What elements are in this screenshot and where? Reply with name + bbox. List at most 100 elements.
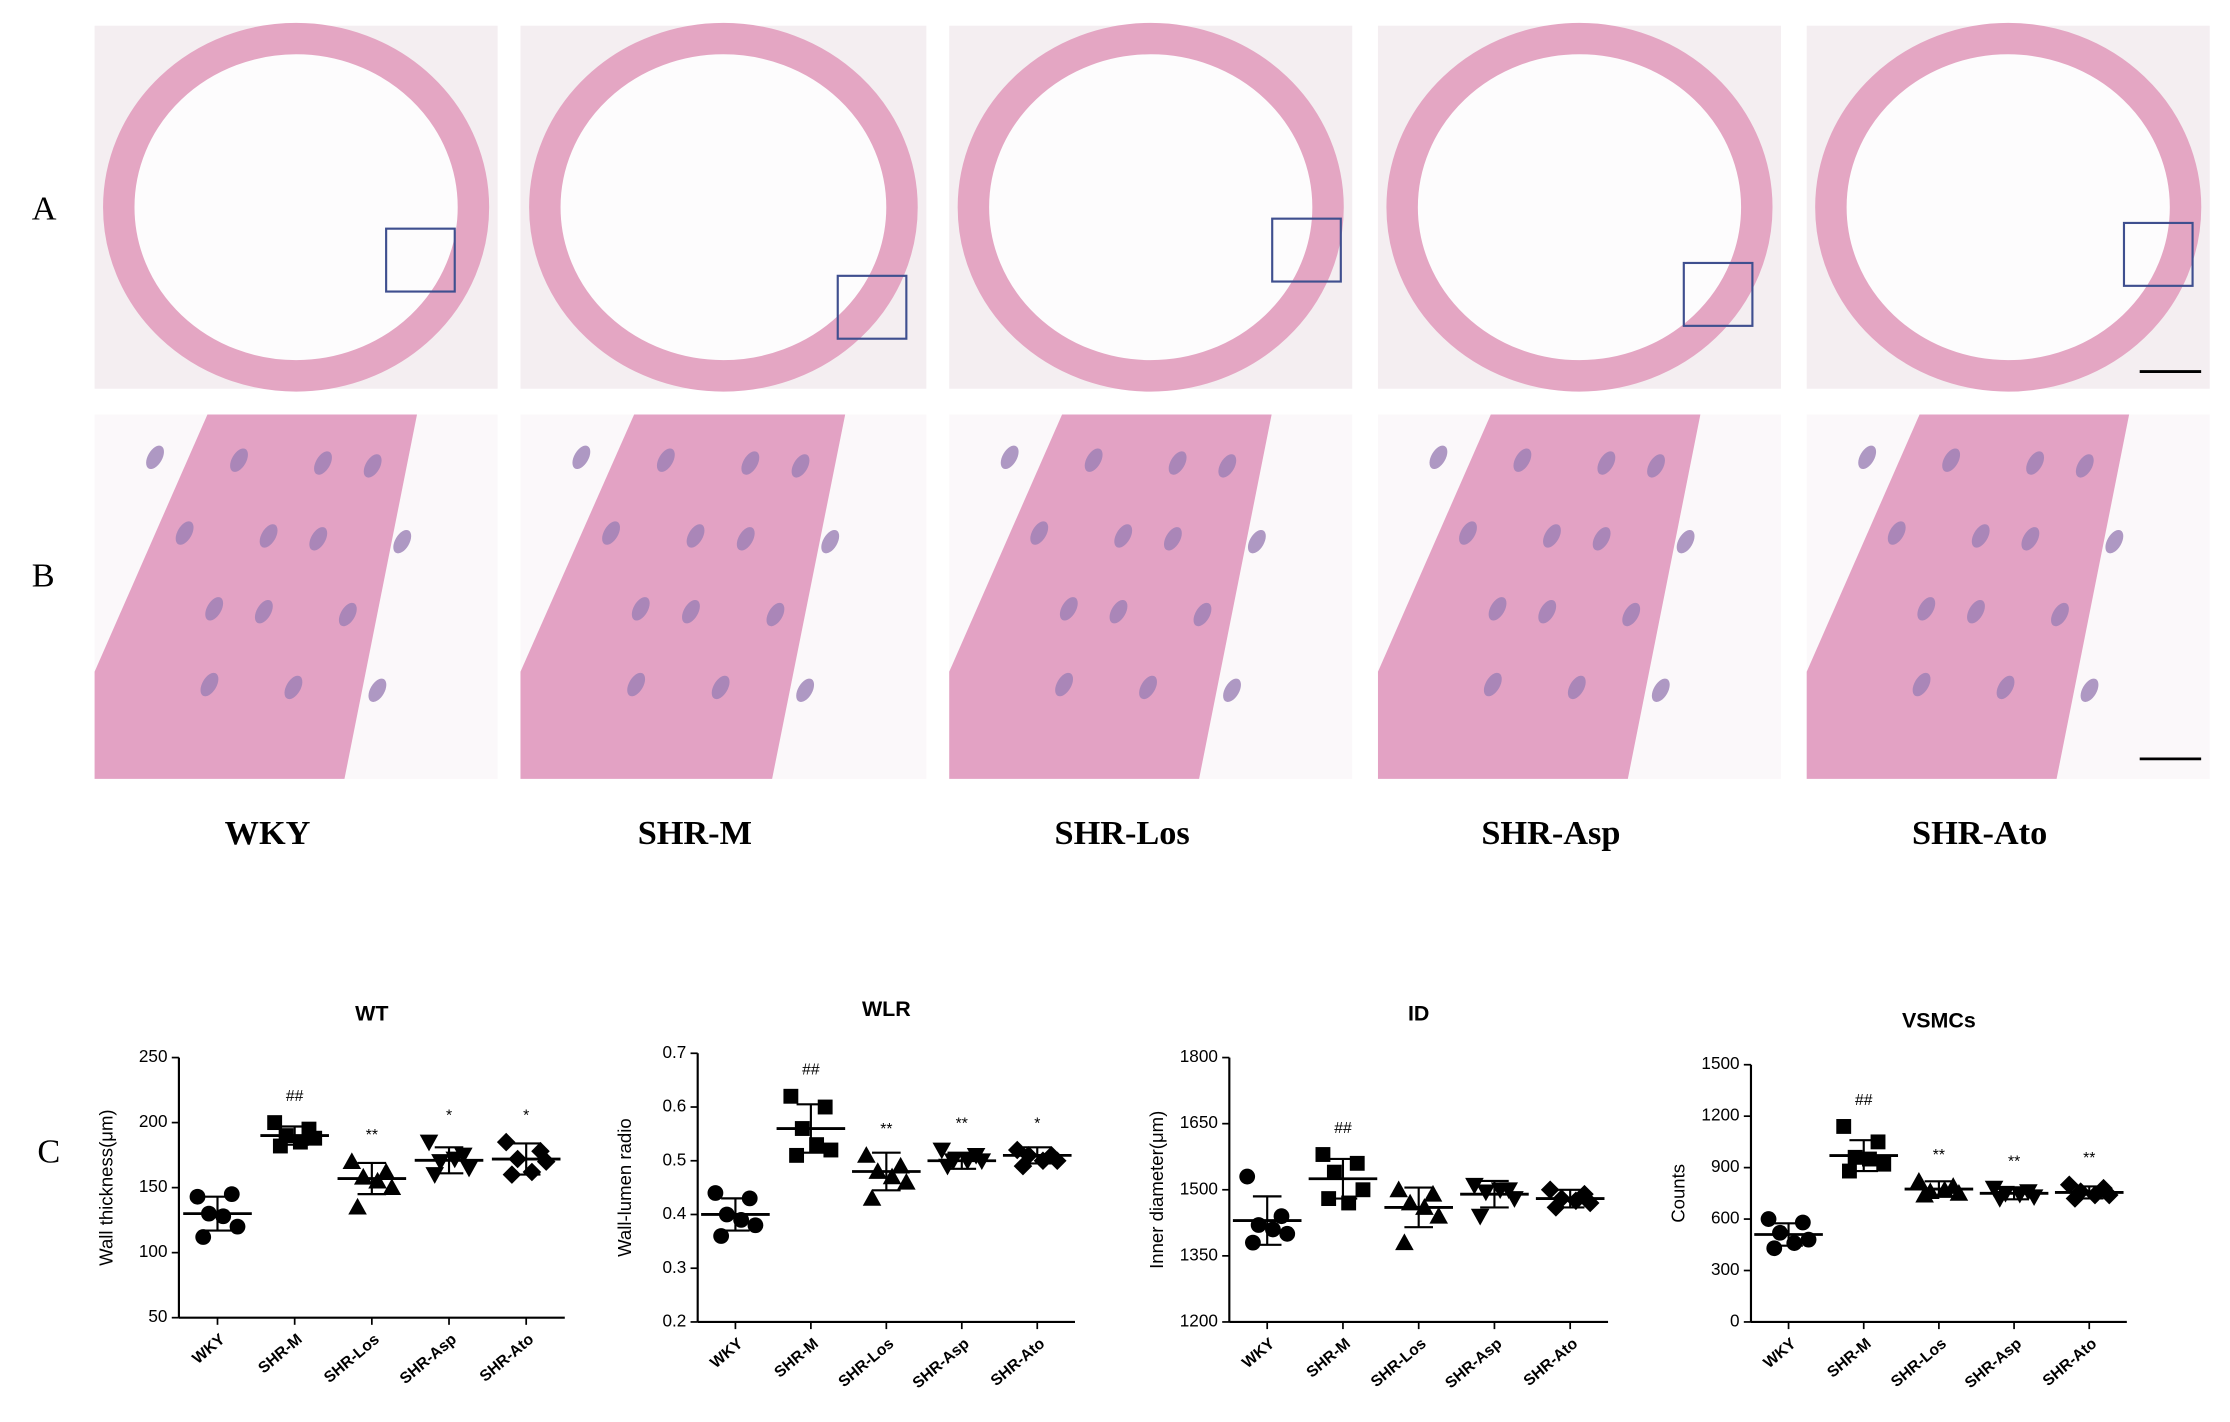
x-tick-label: SHR-Los: [321, 1331, 383, 1387]
y-tick-label: 0.5: [662, 1149, 686, 1169]
data-point: [459, 1160, 479, 1178]
nucleus: [254, 599, 273, 624]
nucleus: [1942, 448, 1961, 472]
nucleus: [200, 672, 219, 697]
nucleus: [363, 454, 382, 478]
data-point: [1870, 1134, 1886, 1150]
nucleus: [2080, 678, 2099, 702]
y-tick-label: 150: [139, 1176, 168, 1196]
nucleus: [1488, 597, 1507, 621]
data-point: [419, 1134, 439, 1152]
group-label: SHR-Asp: [1481, 814, 1620, 852]
nucleus: [1597, 451, 1616, 475]
nucleus: [1163, 527, 1182, 551]
data-point: [353, 1167, 373, 1185]
x-tick-label: SHR-Ato: [988, 1335, 1048, 1390]
nucleus: [1887, 521, 1906, 545]
x-tick-label: SHR-Ato: [2040, 1335, 2100, 1390]
nucleus: [1917, 597, 1936, 621]
data-point: [292, 1134, 308, 1150]
data-point: [1239, 1168, 1256, 1185]
nucleus: [682, 599, 700, 624]
nucleus: [2026, 451, 2045, 475]
nucleus: [2021, 527, 2040, 551]
nucleus: [656, 448, 675, 472]
nucleus: [1193, 602, 1212, 627]
nucleus: [1114, 524, 1133, 548]
x-tick-label: SHR-Asp: [910, 1335, 973, 1392]
nucleus: [259, 524, 278, 548]
significance-label: **: [366, 1127, 378, 1144]
significance-label: **: [956, 1115, 968, 1132]
zoom-box: [1271, 217, 1342, 283]
data-point: [1786, 1235, 1803, 1251]
y-tick-label: 900: [1711, 1156, 1740, 1176]
y-tick-label: 1350: [1180, 1244, 1218, 1264]
nucleus: [314, 451, 332, 475]
nucleus: [1223, 678, 1241, 702]
y-tick-label: 1650: [1180, 1112, 1218, 1132]
nucleus: [1971, 524, 1990, 548]
data-point: [938, 1158, 957, 1176]
data-point: [1842, 1163, 1857, 1179]
y-tick-label: 0.6: [662, 1096, 686, 1116]
data-point: [707, 1185, 724, 1201]
significance-label: *: [523, 1108, 529, 1125]
x-tick-label: SHR-Los: [1888, 1335, 1950, 1391]
x-tick-label: SHR-Los: [836, 1335, 898, 1391]
vessel-ring: [957, 22, 1344, 392]
data-point: [1772, 1224, 1788, 1241]
tissue-band: [1377, 414, 1701, 779]
data-point: [1279, 1225, 1296, 1242]
y-axis-label: Counts: [1667, 1164, 1688, 1223]
nucleus: [766, 602, 785, 627]
data-point: [307, 1130, 323, 1146]
nucleus: [1168, 451, 1187, 475]
y-tick-label: 50: [148, 1306, 167, 1326]
y-tick-label: 0.2: [662, 1310, 686, 1330]
x-tick-label: SHR-Asp: [1442, 1335, 1505, 1392]
nucleus: [1513, 448, 1532, 472]
data-point: [789, 1147, 805, 1163]
tissue-band: [520, 414, 846, 779]
nucleus: [1030, 521, 1049, 545]
data-point: [1429, 1206, 1448, 1224]
data-point: [817, 1099, 833, 1115]
nucleus: [1139, 675, 1157, 700]
significance-label: ##: [802, 1062, 820, 1079]
data-point: [1766, 1240, 1783, 1257]
data-point: [348, 1197, 367, 1215]
data-point: [1540, 1180, 1560, 1200]
x-tick-label: SHR-Ato: [477, 1331, 537, 1386]
data-point: [382, 1178, 402, 1196]
data-point: [809, 1137, 825, 1153]
chart-title: ID: [1408, 1001, 1429, 1025]
nucleus: [1084, 448, 1103, 472]
data-point: [1847, 1149, 1863, 1165]
data-point: [272, 1138, 288, 1154]
y-tick-label: 1200: [1180, 1310, 1218, 1330]
significance-label: **: [2083, 1150, 2095, 1167]
y-tick-label: 0.4: [662, 1203, 686, 1223]
nucleus: [1912, 672, 1931, 697]
data-point: [1465, 1177, 1484, 1195]
nucleus: [1647, 454, 1665, 478]
nucleus: [1429, 445, 1448, 470]
data-point: [1389, 1180, 1408, 1198]
panel-label: B: [32, 557, 55, 595]
data-point: [189, 1188, 206, 1205]
y-tick-label: 1800: [1180, 1046, 1218, 1066]
data-point: [1909, 1172, 1929, 1189]
data-point: [2099, 1185, 2119, 1205]
data-point: [1836, 1119, 1852, 1134]
nucleus: [627, 672, 646, 697]
nucleus: [1622, 602, 1641, 627]
nucleus: [1055, 672, 1074, 697]
data-point: [342, 1152, 362, 1170]
data-point: [1315, 1147, 1331, 1162]
nucleus: [1538, 599, 1557, 624]
y-tick-label: 250: [139, 1046, 168, 1066]
nucleus: [686, 524, 705, 548]
nucleus: [791, 454, 810, 478]
significance-label: ##: [1855, 1092, 1873, 1109]
